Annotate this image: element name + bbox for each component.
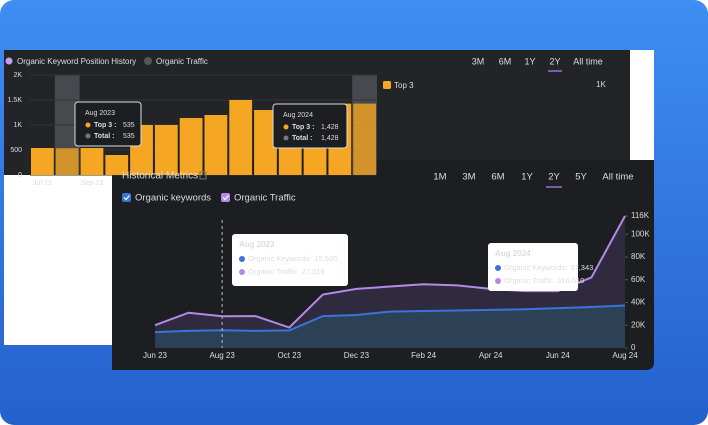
area <box>155 215 625 348</box>
tooltip-label: Organic Traffic: <box>248 267 299 276</box>
tooltip <box>232 234 348 286</box>
y-tick-label: 0 <box>631 343 636 352</box>
tooltip-value: 37,343 <box>570 263 593 272</box>
tooltip-title: Aug 2023 <box>239 240 275 249</box>
tooltip-label: Organic Traffic: <box>504 276 555 285</box>
tooltip-title: Aug 2023 <box>85 110 115 117</box>
y-tick-label: 100K <box>631 229 650 238</box>
x-tick-label: Dec 23 <box>344 351 370 360</box>
bar <box>31 148 54 175</box>
tooltip-dot <box>495 278 501 284</box>
white-strip <box>630 50 654 160</box>
bar <box>80 148 104 175</box>
white-area <box>4 175 112 345</box>
bar <box>179 118 203 175</box>
tooltip-label: Organic Keywords: <box>504 263 567 272</box>
range-button[interactable]: 6M <box>499 56 512 66</box>
range-button[interactable]: 6M <box>491 172 504 183</box>
tooltip-title: Aug 2024 <box>283 112 313 119</box>
tab-dot <box>144 57 152 65</box>
legend-label: Organic keywords <box>135 193 211 204</box>
right-label: 1K <box>596 80 606 89</box>
tooltip-label: Organic Keywords: <box>248 254 311 263</box>
y-tick-label: 1K <box>13 122 22 129</box>
y-tick-label: 0 <box>18 172 22 179</box>
tooltip-dot <box>239 269 245 275</box>
legend-label: Top 3 <box>394 81 414 90</box>
tooltip-dot <box>283 135 289 141</box>
tab: Organic Traffic <box>156 57 208 66</box>
x-tick-label: Jun 23 <box>143 351 168 360</box>
bar <box>254 110 277 175</box>
x-tick-label: Jul 23 <box>33 180 52 187</box>
x-tick-label: Oct 23 <box>277 351 301 360</box>
range-button[interactable]: All time <box>602 172 633 183</box>
tooltip-value: 15,595 <box>314 254 337 263</box>
x-tick-label: Aug 24 <box>612 351 638 360</box>
x-tick-label: Sep 23 <box>81 180 103 187</box>
bar <box>55 148 79 175</box>
bar <box>229 100 253 175</box>
legend-label: Organic Traffic <box>234 193 296 204</box>
tooltip-dot <box>283 124 289 130</box>
series-line <box>154 304 626 334</box>
tooltip-value: 1,428 <box>321 135 339 142</box>
x-tick-label: Apr 24 <box>479 351 503 360</box>
legend-check <box>222 195 229 201</box>
tooltip-label: Total : <box>94 133 114 140</box>
range-button[interactable]: 3M <box>462 172 475 183</box>
y-tick-label: 116K <box>631 211 650 220</box>
tooltip-value: 27,916 <box>302 267 325 276</box>
tooltip-label: Total : <box>292 135 312 142</box>
range-button[interactable]: 1Y <box>524 56 535 66</box>
legend-checkbox[interactable] <box>122 193 131 202</box>
tooltip-value: 1,428 <box>321 124 339 131</box>
x-tick-label: Feb 24 <box>411 351 436 360</box>
tooltip <box>272 103 348 149</box>
x-tick-label: Jun 24 <box>546 351 571 360</box>
x-tick-label: Aug 23 <box>209 351 235 360</box>
info-icon <box>199 171 207 180</box>
tooltip-value: 116,010 <box>558 276 585 285</box>
range-button[interactable]: 5Y <box>575 172 587 183</box>
range-button[interactable]: 3M <box>472 56 485 66</box>
range-button[interactable]: 2Y <box>549 56 560 66</box>
range-button[interactable]: 1M <box>433 172 446 183</box>
bar <box>105 155 129 175</box>
front-panel <box>112 160 654 370</box>
legend-checkbox[interactable] <box>383 81 391 89</box>
tooltip <box>74 101 142 147</box>
tooltip <box>488 243 578 291</box>
bar <box>353 103 376 175</box>
tooltip-dot <box>85 122 91 128</box>
y-tick-label: 2K <box>13 72 22 79</box>
tooltip-value: 535 <box>123 133 135 140</box>
y-tick-label: 500 <box>10 147 22 154</box>
series-line <box>154 215 626 329</box>
range-button[interactable]: All time <box>573 56 603 66</box>
y-tick-label: 80K <box>631 252 646 261</box>
y-tick-label: 1.5K <box>8 97 23 104</box>
bar <box>154 125 178 175</box>
area <box>155 305 625 348</box>
chart-title: Historical Metrics <box>122 171 198 182</box>
tooltip-label: Top 3 : <box>292 124 314 131</box>
tab: Organic Keyword Position History <box>17 57 136 66</box>
range-button[interactable]: 1Y <box>521 172 533 183</box>
range-button[interactable]: 2Y <box>548 172 560 183</box>
tooltip-title: Aug 2024 <box>495 249 531 258</box>
tab-dot <box>5 57 13 65</box>
tooltip-dot <box>495 265 501 271</box>
tooltip-label: Top 3 : <box>94 122 116 129</box>
y-tick-label: 40K <box>631 298 646 307</box>
tooltip-dot <box>85 133 91 139</box>
y-tick-label: 20K <box>631 320 646 329</box>
tooltip-value: 535 <box>123 122 135 129</box>
legend-check <box>123 195 130 201</box>
tooltip-dot <box>239 256 245 262</box>
y-tick-label: 60K <box>631 275 646 284</box>
legend-checkbox[interactable] <box>221 193 230 202</box>
bar <box>204 115 228 175</box>
